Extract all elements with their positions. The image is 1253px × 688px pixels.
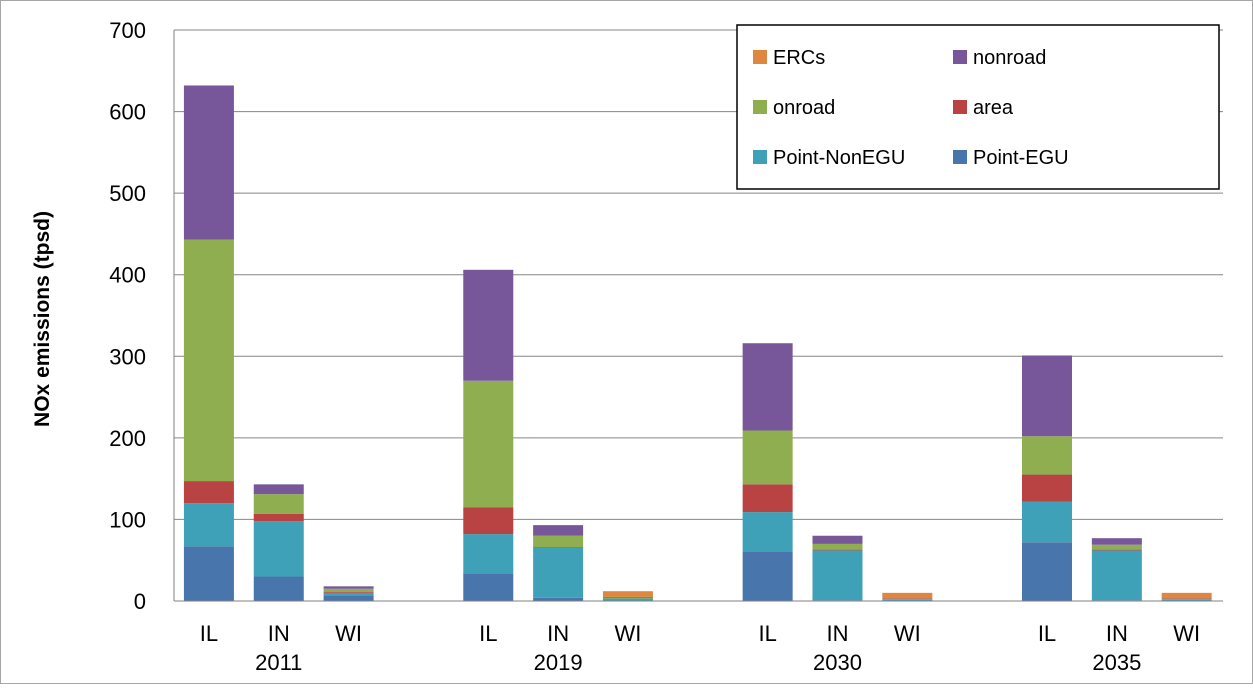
bar-segment-2035-in-nonroad [1092,538,1142,545]
bar-segment-2019-il-point-egu [463,573,513,601]
legend-label-point-nonegu: Point-NonEGU [773,147,905,169]
bar-segment-2011-il-onroad [184,240,234,481]
bar-segment-2035-il-onroad [1022,436,1072,474]
legend-swatch-ercs [753,50,767,64]
x-tick-label-category: WI [335,621,362,646]
legend-swatch-point-nonegu [753,150,767,164]
y-tick-label: 700 [109,18,146,43]
legend-label-point-egu: Point-EGU [973,147,1069,169]
bar-segment-2035-il-area [1022,475,1072,502]
bar-segment-2035-il-point-nonegu [1022,501,1072,542]
x-tick-label-category: IL [758,621,776,646]
bar-segment-2019-il-area [463,507,513,534]
y-tick-label: 500 [109,181,146,206]
bar-segment-2030-il-point-egu [743,551,793,601]
x-tick-label-category: IL [200,621,218,646]
bar-segment-2035-il-nonroad [1022,355,1072,436]
bar-segment-2011-il-nonroad [184,85,234,239]
bar-segment-2019-in-area [533,547,583,548]
bar-segment-2011-in-point-nonegu [254,521,304,576]
bar-segment-2030-in-nonroad [812,536,862,544]
x-tick-label-group: 2030 [813,650,862,675]
legend-swatch-area [953,100,967,114]
x-tick-label-category: WI [1173,621,1200,646]
legend-label-ercs: ERCs [773,47,825,69]
bar-segment-2019-in-onroad [533,536,583,547]
bar-segment-2035-wi-ercs [1162,593,1212,599]
x-tick-label-category: WI [615,621,642,646]
y-axis-label: NOx emissions (tpsd) [31,211,54,427]
bar-segment-2030-il-onroad [743,431,793,485]
bar-segment-2011-wi-point-nonegu [324,593,374,595]
bar-segment-2011-in-nonroad [254,484,304,494]
bar-segment-2011-wi-area [324,592,374,593]
legend-swatch-onroad [753,100,767,114]
y-tick-labels: 0 100 200 300 400 500 600 700 [109,18,146,614]
x-tick-label-group: 2019 [534,650,583,675]
bar-segment-2030-wi-ercs [882,593,932,599]
x-tick-label-category: IN [1106,621,1128,646]
legend-label-nonroad: nonroad [973,47,1046,69]
y-tick-label: 100 [109,507,146,532]
bar-segment-2011-il-point-nonegu [184,503,234,546]
bar-segment-2035-in-area [1092,550,1142,551]
x-tick-label-group: 2035 [1092,650,1141,675]
bar-segment-2035-in-onroad [1092,545,1142,550]
legend-swatch-point-egu [953,150,967,164]
bar-segment-2011-wi-onroad [324,589,374,592]
x-tick-labels: IL IN WI 2011 IL IN WI 2019 IL IN WI 2030 IL IN WI 2035 [200,621,1200,675]
legend: ERCs nonroad onroad area Point-NonEGU Point-E… [737,25,1219,189]
bar-segment-2011-in-onroad [254,494,304,514]
y-tick-label: 0 [134,589,146,614]
y-tick-label: 600 [109,100,146,125]
bar-segment-2011-il-point-egu [184,546,234,601]
x-tick-label-category: IN [268,621,290,646]
legend-label-area: area [973,97,1014,119]
y-tick-label: 300 [109,344,146,369]
bar-segment-2011-wi-point-egu [324,595,374,601]
bar-segment-2019-wi-onroad [603,598,653,599]
bar-segment-2030-in-point-nonegu [812,550,862,600]
legend-label-onroad: onroad [773,97,835,119]
bar-segment-2030-in-onroad [812,544,862,550]
x-tick-label-category: IL [1038,621,1056,646]
y-tick-label: 400 [109,263,146,288]
bar-segment-2019-il-nonroad [463,270,513,381]
legend-swatch-nonroad [953,50,967,64]
bar-segment-2011-in-point-egu [254,577,304,601]
bar-segment-2019-il-point-nonegu [463,534,513,573]
bar-segment-2030-il-point-nonegu [743,512,793,551]
bar-segment-2019-wi-ercs [603,591,653,597]
x-tick-label-category: WI [894,621,921,646]
bar-segment-2019-il-onroad [463,381,513,507]
bar-segment-2035-in-point-nonegu [1092,550,1142,600]
bar-segment-2011-wi-nonroad [324,586,374,588]
bar-segment-2030-in-area [812,550,862,551]
bar-segment-2030-il-area [743,484,793,512]
bar-segment-2030-il-nonroad [743,343,793,430]
y-tick-label: 200 [109,426,146,451]
bar-segment-2019-wi-nonroad [603,597,653,598]
x-tick-label-category: IN [547,621,569,646]
bar-segment-2019-in-point-nonegu [533,548,583,598]
x-tick-label-group: 2011 [255,650,302,675]
bar-segment-2035-il-point-egu [1022,542,1072,601]
bar-segment-2011-il-area [184,481,234,503]
x-tick-label-category: IN [826,621,848,646]
x-tick-label-category: IL [479,621,497,646]
bar-segment-2011-in-area [254,514,304,521]
bar-segment-2019-in-nonroad [533,525,583,536]
